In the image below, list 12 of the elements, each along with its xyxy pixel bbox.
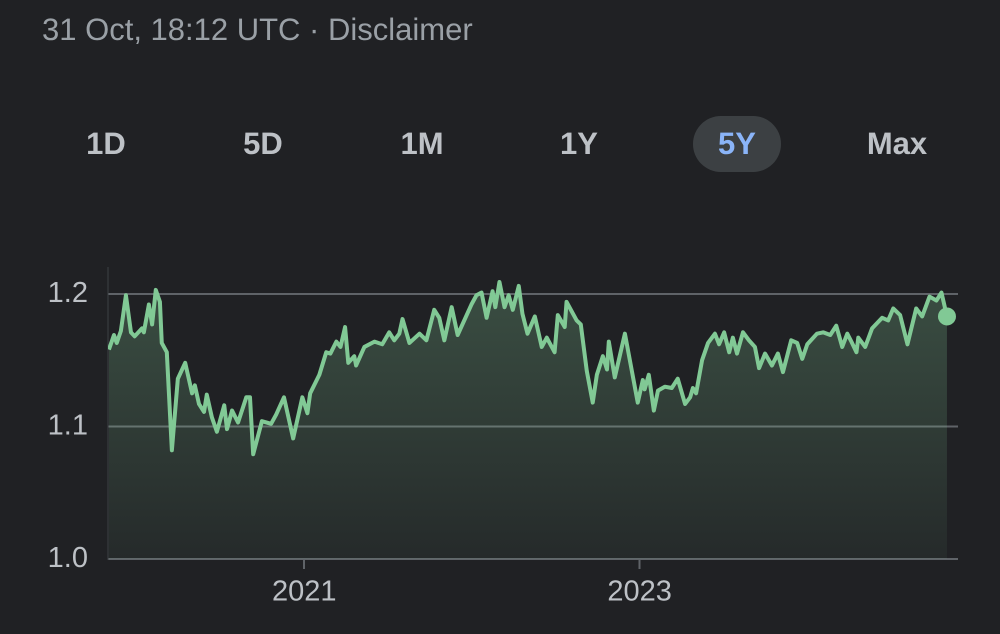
y-tick-label: 1.0 [48, 542, 88, 574]
x-tick-label: 2021 [272, 575, 336, 608]
y-tick-label: 1.2 [48, 276, 88, 309]
chart-subtitle: 31 Oct, 18:12 UTC · Disclaimer [42, 12, 473, 48]
text: Max [866, 125, 928, 163]
y-tick-label: 1.1 [48, 409, 88, 442]
text: 5D [242, 125, 284, 163]
text: 5Y [693, 116, 781, 172]
text: 1D [85, 125, 127, 163]
text: 1M [399, 125, 445, 163]
x-tick-label: 2023 [607, 575, 672, 608]
text: 1Y [559, 125, 599, 163]
